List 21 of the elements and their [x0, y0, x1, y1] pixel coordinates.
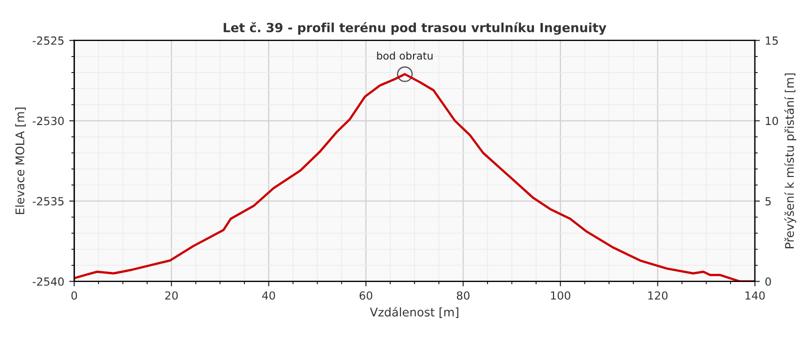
x-tick-label: 100 [551, 291, 570, 300]
y-tick-label: -2525 [32, 36, 64, 45]
annotation: bod obratu [377, 52, 433, 60]
y2-tick-label: 15 [766, 36, 778, 45]
x-tick-label: 40 [262, 291, 276, 300]
y2-tick-label: 5 [765, 197, 771, 206]
y-tick-label: -2540 [32, 277, 64, 286]
x-axis-title: Vzdálenost [m] [370, 306, 458, 318]
x-tick-label: 80 [456, 291, 470, 300]
chart-title: Let č. 39 - profil terénu pod trasou vrtulníku Ingenuity [224, 22, 606, 35]
y2-axis-title: Převýšení k místu přistání [m] [784, 73, 796, 248]
y-tick-label: -2530 [32, 116, 64, 126]
x-tick-label: 60 [360, 291, 372, 300]
x-tick-label: 0 [71, 291, 78, 300]
y2-tick-label: 10 [766, 116, 778, 126]
y-axis-title: Elevace MOLA [m] [15, 108, 26, 214]
y-tick-label: -2535 [32, 197, 64, 206]
x-tick-label: 120 [648, 291, 668, 300]
y2-tick-label: 0 [765, 277, 771, 286]
x-tick-label: 140 [746, 291, 765, 300]
x-tick-label: 20 [165, 291, 178, 300]
